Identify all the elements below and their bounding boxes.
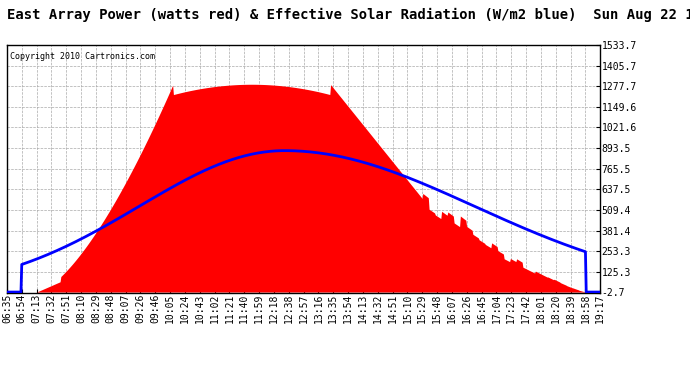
Text: East Array Power (watts red) & Effective Solar Radiation (W/m2 blue)  Sun Aug 22: East Array Power (watts red) & Effective… [7, 8, 690, 22]
Text: Copyright 2010 Cartronics.com: Copyright 2010 Cartronics.com [10, 53, 155, 62]
